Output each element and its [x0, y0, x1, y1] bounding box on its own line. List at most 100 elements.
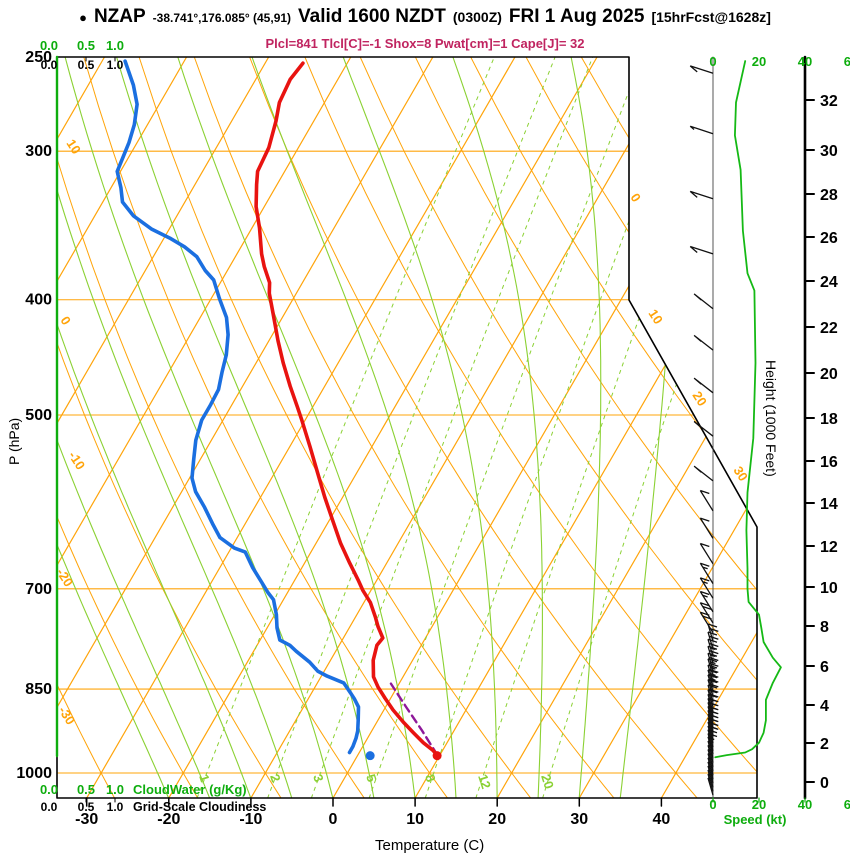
moist-adiabat-line [177, 57, 416, 798]
height-tick-label: 32 [820, 93, 838, 110]
wind-barb [693, 293, 714, 310]
wind-barb [707, 669, 719, 688]
isotherm-line [57, 57, 188, 798]
dry-adiabat-line [57, 57, 199, 798]
temperature-tick-label: -20 [157, 811, 180, 828]
height-tick-label: 14 [820, 496, 838, 513]
moist-adiabat-line [342, 57, 498, 798]
pressure-tick-label: 1000 [16, 765, 52, 782]
dry-adiabat-line [83, 57, 449, 798]
temperature-tick-label: -10 [239, 811, 262, 828]
temperature-tick-label: 20 [488, 811, 506, 828]
wind-barbs-group [689, 65, 719, 796]
valid-date: FRI 1 Aug 2025 [508, 6, 645, 27]
cloudiness-scale-top-label: 1.0 [107, 58, 124, 72]
dewpoint-surface-dot [365, 751, 375, 761]
cloudwater-scale-top-label: 0.0 [40, 38, 58, 53]
wind-barb [693, 465, 714, 482]
isotherm-line [496, 57, 757, 798]
dry-adiabat-line [470, 57, 757, 798]
mixing-ratio-line [267, 57, 556, 798]
speed-scale-top-label: 60 [844, 54, 850, 69]
wind-barb [699, 590, 714, 613]
isotherm-label: 20 [689, 388, 709, 408]
temperature-tick-label: 40 [653, 811, 671, 828]
wind-barb [699, 562, 714, 584]
isotherm-label: 30 [730, 463, 750, 483]
wind-barb [693, 377, 714, 394]
isotherm-line [168, 57, 598, 798]
moist-adiabat-line [57, 57, 293, 798]
wind-barb [707, 678, 719, 698]
pressure-tick-label: 500 [25, 407, 52, 424]
dry-adiabat-label: 0 [57, 313, 74, 327]
temperature-tick-label: 10 [406, 811, 424, 828]
mixing-ratio-line [424, 57, 691, 798]
wind-barb [689, 65, 714, 74]
station-id: NZAP [93, 6, 146, 27]
mixing-ratio-label: 3 [310, 772, 327, 784]
parcel-path-curve [389, 682, 439, 757]
chart-title: ● NZAP -38.741°,176.085° (45,91) Valid 1… [0, 6, 850, 28]
cloudwater-scale-top-label: 0.5 [77, 38, 95, 53]
cloudiness-axis-title: Grid-Scale Cloudiness [133, 800, 266, 814]
moist-adiabat-line [57, 57, 170, 798]
pressure-tick-label: 250 [25, 49, 52, 66]
cloudiness-scale-top-label: 0.5 [78, 58, 95, 72]
mixing-ratio-line [310, 57, 594, 798]
wind-barb [707, 664, 719, 683]
valid-time-zulu: (0300Z) [452, 9, 502, 25]
cloudiness-scale-bottom-label: 1.0 [107, 800, 124, 814]
height-tick-label: 20 [820, 366, 838, 383]
cloudwater-axis-title: CloudWater (g/Kg) [133, 782, 247, 797]
wind-barb [707, 645, 719, 664]
speed-scale-top-label: 0 [709, 54, 716, 69]
height-tick-label: 4 [820, 698, 829, 715]
height-tick-label: 2 [820, 736, 829, 753]
wind-speed-curve [714, 60, 782, 759]
height-tick-label: 6 [820, 659, 829, 676]
mixing-ratio-line [196, 57, 495, 798]
mixing-ratio-line [368, 57, 643, 798]
speed-scale-bottom-label: 40 [798, 797, 812, 812]
moist-adiabat-line [64, 57, 334, 798]
height-tick-label: 22 [820, 320, 838, 337]
moist-adiabat-line [57, 57, 252, 798]
valid-time: Valid 1600 NZDT [298, 6, 446, 27]
temperature-curve [254, 61, 440, 757]
speed-scale-bottom-label: 0 [709, 797, 716, 812]
isotherm-line [57, 57, 434, 798]
height-tick-label: 12 [820, 539, 838, 556]
dry-adiabat-line [636, 57, 757, 798]
dry-adiabat-line [57, 57, 282, 798]
speed-scale-bottom-label: 60 [844, 797, 850, 812]
wind-barb [707, 658, 719, 677]
isotherm-label: 10 [645, 306, 665, 326]
pressure-tick-label: 300 [25, 143, 52, 160]
isotherm-label: 0 [627, 190, 644, 204]
dry-adiabat-line [57, 57, 365, 798]
mixing-ratio-line [475, 57, 734, 798]
plot-grid-area [57, 57, 757, 798]
station-coordinates: -38.741°,176.085° (45,91) [152, 11, 292, 25]
speed-axis-title: Speed (kt) [724, 812, 787, 827]
stability-indices-line: Plcl=841 Tlcl[C]=-1 Shox=8 Pwat[cm]=1 Ca… [265, 36, 585, 51]
mixing-ratio-label: 8 [422, 772, 439, 784]
moist-adiabat-line [452, 57, 543, 798]
wind-barb [699, 602, 714, 624]
height-tick-label: 26 [820, 230, 838, 247]
wind-barb [693, 334, 714, 351]
dry-adiabat-line [359, 57, 757, 798]
cloudiness-scale-bottom-label: 0.5 [78, 800, 95, 814]
mixing-ratio-label: 20 [538, 772, 557, 790]
temperature-tick-label: -30 [75, 811, 98, 828]
isotherm-line [414, 57, 757, 798]
wind-barb [707, 674, 719, 693]
dry-adiabat-line [304, 57, 757, 798]
mixing-ratio-label: 5 [363, 772, 380, 784]
mixing-ratio-line [542, 57, 757, 798]
height-tick-label: 28 [820, 187, 838, 204]
cloudiness-scale-bottom-label: 0.0 [41, 800, 58, 814]
